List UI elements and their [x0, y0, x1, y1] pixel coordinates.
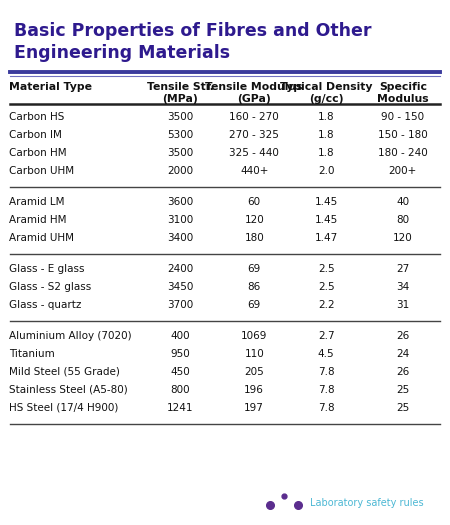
- Text: 3700: 3700: [167, 300, 193, 310]
- Text: Glass - quartz: Glass - quartz: [9, 300, 81, 310]
- Text: 26: 26: [396, 367, 410, 377]
- Text: 440+: 440+: [240, 166, 269, 176]
- Text: 196: 196: [244, 385, 264, 395]
- Text: 27: 27: [396, 264, 410, 274]
- Text: 2400: 2400: [167, 264, 193, 274]
- Text: 7.8: 7.8: [318, 403, 334, 413]
- Text: 1069: 1069: [241, 331, 267, 341]
- Text: 2.7: 2.7: [318, 331, 334, 341]
- Text: 3500: 3500: [167, 112, 193, 122]
- Text: 270 - 325: 270 - 325: [230, 130, 279, 140]
- Text: 69: 69: [248, 300, 261, 310]
- Text: 1.45: 1.45: [315, 197, 338, 207]
- Text: 800: 800: [170, 385, 190, 395]
- Text: 34: 34: [396, 282, 410, 292]
- Text: Mild Steel (55 Grade): Mild Steel (55 Grade): [9, 367, 120, 377]
- Text: Aluminium Alloy (7020): Aluminium Alloy (7020): [9, 331, 131, 341]
- Text: 1.8: 1.8: [318, 148, 334, 158]
- Text: 120: 120: [244, 215, 264, 225]
- Text: 24: 24: [396, 349, 410, 359]
- Text: Aramid LM: Aramid LM: [9, 197, 64, 207]
- Text: 3450: 3450: [167, 282, 193, 292]
- Text: 1.45: 1.45: [315, 215, 338, 225]
- Text: 60: 60: [248, 197, 261, 207]
- Text: 3400: 3400: [167, 233, 193, 243]
- Text: 5300: 5300: [167, 130, 193, 140]
- Text: 25: 25: [396, 403, 410, 413]
- Text: 90 - 150: 90 - 150: [381, 112, 424, 122]
- Text: 180 - 240: 180 - 240: [378, 148, 428, 158]
- Text: 25: 25: [396, 385, 410, 395]
- Text: 205: 205: [244, 367, 264, 377]
- Text: Glass - E glass: Glass - E glass: [9, 264, 85, 274]
- Text: 160 - 270: 160 - 270: [230, 112, 279, 122]
- Text: Basic Properties of Fibres and Other: Basic Properties of Fibres and Other: [14, 22, 372, 40]
- Text: Carbon HM: Carbon HM: [9, 148, 67, 158]
- Text: Engineering Materials: Engineering Materials: [14, 44, 230, 62]
- Text: Carbon UHM: Carbon UHM: [9, 166, 74, 176]
- Text: Carbon IM: Carbon IM: [9, 130, 62, 140]
- Text: 4.5: 4.5: [318, 349, 334, 359]
- Text: Glass - S2 glass: Glass - S2 glass: [9, 282, 91, 292]
- Text: 325 - 440: 325 - 440: [230, 148, 279, 158]
- Text: 950: 950: [170, 349, 190, 359]
- Text: 110: 110: [244, 349, 264, 359]
- Text: Tensile Str.
(MPa): Tensile Str. (MPa): [147, 82, 213, 104]
- Text: 26: 26: [396, 331, 410, 341]
- Text: 200+: 200+: [389, 166, 417, 176]
- Text: 450: 450: [170, 367, 190, 377]
- Text: 40: 40: [396, 197, 410, 207]
- Text: 1241: 1241: [167, 403, 193, 413]
- Text: 3500: 3500: [167, 148, 193, 158]
- Text: Laboratory safety rules: Laboratory safety rules: [310, 498, 423, 508]
- Text: Stainless Steel (A5-80): Stainless Steel (A5-80): [9, 385, 128, 395]
- Text: Material Type: Material Type: [9, 82, 92, 92]
- Text: 86: 86: [248, 282, 261, 292]
- Text: 7.8: 7.8: [318, 367, 334, 377]
- Text: 7.8: 7.8: [318, 385, 334, 395]
- Text: 3600: 3600: [167, 197, 193, 207]
- Text: 3100: 3100: [167, 215, 193, 225]
- Text: Tensile Modulus
(GPa): Tensile Modulus (GPa): [206, 82, 303, 104]
- Text: 2.5: 2.5: [318, 264, 334, 274]
- Text: 120: 120: [393, 233, 413, 243]
- Text: 80: 80: [396, 215, 410, 225]
- Text: 2.2: 2.2: [318, 300, 334, 310]
- Text: 1.8: 1.8: [318, 112, 334, 122]
- Text: Titanium: Titanium: [9, 349, 55, 359]
- Text: Carbon HS: Carbon HS: [9, 112, 64, 122]
- Text: 2.5: 2.5: [318, 282, 334, 292]
- Text: Aramid UHM: Aramid UHM: [9, 233, 74, 243]
- Text: 2.0: 2.0: [318, 166, 334, 176]
- Text: 1.47: 1.47: [315, 233, 338, 243]
- Text: Typical Density
(g/cc): Typical Density (g/cc): [280, 82, 373, 104]
- Text: 69: 69: [248, 264, 261, 274]
- Text: Aramid HM: Aramid HM: [9, 215, 67, 225]
- Text: 197: 197: [244, 403, 264, 413]
- Text: 1.8: 1.8: [318, 130, 334, 140]
- Text: Specific
Modulus: Specific Modulus: [377, 82, 428, 104]
- Text: 31: 31: [396, 300, 410, 310]
- Text: HS Steel (17/4 H900): HS Steel (17/4 H900): [9, 403, 118, 413]
- Text: 180: 180: [244, 233, 264, 243]
- Text: 400: 400: [170, 331, 190, 341]
- Text: 150 - 180: 150 - 180: [378, 130, 428, 140]
- Text: 2000: 2000: [167, 166, 193, 176]
